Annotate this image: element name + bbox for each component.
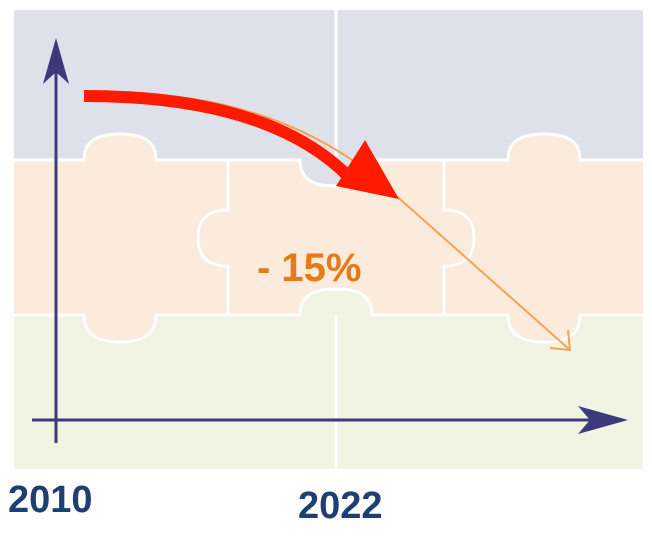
axes	[32, 38, 628, 443]
x-axis-arrowhead	[578, 406, 628, 434]
year-end-label: 2022	[298, 485, 383, 527]
puzzle-tab	[508, 134, 580, 161]
year-start-label: 2010	[8, 479, 93, 521]
percent-change-label: - 15%	[257, 248, 362, 288]
puzzle-tab	[84, 314, 156, 342]
y-axis-arrowhead	[43, 38, 69, 84]
puzzle-tab	[300, 289, 372, 316]
puzzle-background	[14, 10, 643, 469]
percent-change-text: - 15%	[257, 246, 362, 290]
puzzle-tab	[84, 134, 156, 161]
curved-down-arrow-icon	[83, 90, 399, 199]
